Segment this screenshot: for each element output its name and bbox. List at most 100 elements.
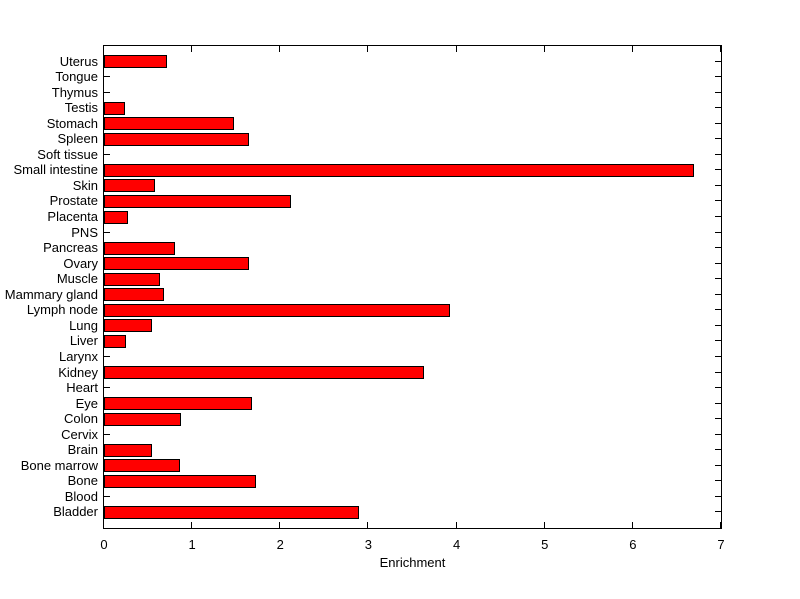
y-tick-label-small-intestine: Small intestine [13, 162, 98, 178]
y-tick-right-testis [715, 107, 721, 108]
y-tick-label-pancreas: Pancreas [43, 240, 98, 256]
y-tick-right-tongue [715, 76, 721, 77]
y-tick-label-larynx: Larynx [58, 348, 98, 364]
y-tick-right-colon [715, 418, 721, 419]
y-tick-right-pancreas [715, 247, 721, 248]
y-tick-right-skin [715, 185, 721, 186]
y-tick-right-bladder [715, 511, 721, 512]
y-tick-label-heart: Heart [66, 380, 98, 396]
x-axis-title: Enrichment [379, 555, 446, 570]
x-tick-bottom-3 [367, 522, 368, 528]
bar-prostate [104, 194, 291, 208]
y-tick-label-thymus: Thymus [51, 84, 98, 100]
x-tick-label-5: 5 [541, 537, 549, 552]
y-tick-left-pns [104, 232, 110, 233]
y-tick-left-tongue [104, 76, 110, 77]
y-tick-right-larynx [715, 356, 721, 357]
y-tick-right-ovary [715, 263, 721, 264]
y-tick-right-thymus [715, 92, 721, 93]
y-tick-right-pns [715, 232, 721, 233]
y-tick-label-spleen: Spleen [57, 131, 98, 147]
bar-mammary-gland [104, 288, 164, 302]
x-tick-label-0: 0 [100, 537, 108, 552]
y-tick-label-placenta: Placenta [47, 209, 98, 225]
y-tick-label-colon: Colon [64, 411, 98, 427]
y-tick-right-muscle [715, 278, 721, 279]
x-tick-top-0 [103, 46, 104, 52]
bar-kidney [104, 366, 424, 380]
x-tick-bottom-7 [720, 522, 721, 528]
x-tick-bottom-5 [544, 522, 545, 528]
y-tick-right-heart [715, 387, 721, 388]
y-tick-right-bone [715, 480, 721, 481]
y-tick-right-lymph-node [715, 309, 721, 310]
x-tick-bottom-4 [456, 522, 457, 528]
y-tick-label-prostate: Prostate [49, 193, 98, 209]
bar-brain [104, 443, 152, 457]
bar-ovary [104, 257, 250, 271]
y-tick-label-cervix: Cervix [61, 426, 98, 442]
bar-stomach [104, 117, 234, 131]
x-tick-bottom-1 [191, 522, 192, 528]
bar-lung [104, 319, 153, 333]
bar-bone-marrow [104, 459, 180, 473]
x-tick-bottom-0 [103, 522, 104, 528]
x-tick-top-3 [367, 46, 368, 52]
bar-placenta [104, 210, 128, 224]
bar-lymph-node [104, 303, 451, 317]
y-tick-label-brain: Brain [67, 442, 98, 458]
y-tick-right-lung [715, 325, 721, 326]
y-tick-right-kidney [715, 372, 721, 373]
y-tick-label-uterus: Uterus [59, 53, 98, 69]
bar-muscle [104, 272, 160, 286]
y-tick-label-bone: Bone [67, 473, 98, 489]
y-tick-right-spleen [715, 138, 721, 139]
bar-uterus [104, 55, 167, 69]
y-tick-label-skin: Skin [72, 177, 98, 193]
bar-small-intestine [104, 163, 694, 177]
y-tick-left-thymus [104, 92, 110, 93]
y-tick-right-uterus [715, 61, 721, 62]
bar-pancreas [104, 241, 175, 255]
bar-bone [104, 474, 256, 488]
y-tick-left-larynx [104, 356, 110, 357]
y-tick-right-brain [715, 449, 721, 450]
y-tick-label-blood: Blood [64, 488, 98, 504]
bar-spleen [104, 132, 249, 146]
x-tick-top-5 [544, 46, 545, 52]
x-tick-top-1 [191, 46, 192, 52]
y-tick-label-muscle: Muscle [56, 271, 98, 287]
y-tick-label-bladder: Bladder [53, 504, 98, 520]
x-tick-top-6 [632, 46, 633, 52]
y-tick-label-bone-marrow: Bone marrow [20, 457, 98, 473]
y-tick-label-liver: Liver [69, 333, 98, 349]
plot-area [103, 45, 722, 529]
y-tick-right-cervix [715, 434, 721, 435]
y-tick-label-kidney: Kidney [58, 364, 98, 380]
y-tick-right-small-intestine [715, 169, 721, 170]
y-tick-left-blood [104, 496, 110, 497]
y-tick-label-stomach: Stomach [46, 115, 98, 131]
y-tick-label-tongue: Tongue [55, 69, 98, 85]
bar-bladder [104, 505, 359, 519]
x-tick-top-7 [720, 46, 721, 52]
x-tick-label-4: 4 [452, 537, 461, 552]
y-tick-right-soft-tissue [715, 154, 721, 155]
y-tick-right-bone-marrow [715, 465, 721, 466]
x-tick-label-6: 6 [629, 537, 637, 552]
y-tick-left-heart [104, 387, 110, 388]
y-tick-label-lung: Lung [69, 317, 98, 333]
y-tick-label-ovary: Ovary [63, 255, 98, 271]
y-tick-left-cervix [104, 434, 110, 435]
y-tick-label-mammary-gland: Mammary gland [4, 286, 98, 302]
y-tick-label-eye: Eye [75, 395, 98, 411]
x-tick-bottom-2 [279, 522, 280, 528]
x-tick-label-2: 2 [276, 537, 284, 552]
y-tick-right-liver [715, 340, 721, 341]
bar-skin [104, 179, 156, 193]
bar-colon [104, 412, 181, 426]
bar-liver [104, 334, 127, 348]
y-tick-label-lymph-node: Lymph node [26, 302, 98, 318]
x-tick-label-1: 1 [188, 537, 196, 552]
